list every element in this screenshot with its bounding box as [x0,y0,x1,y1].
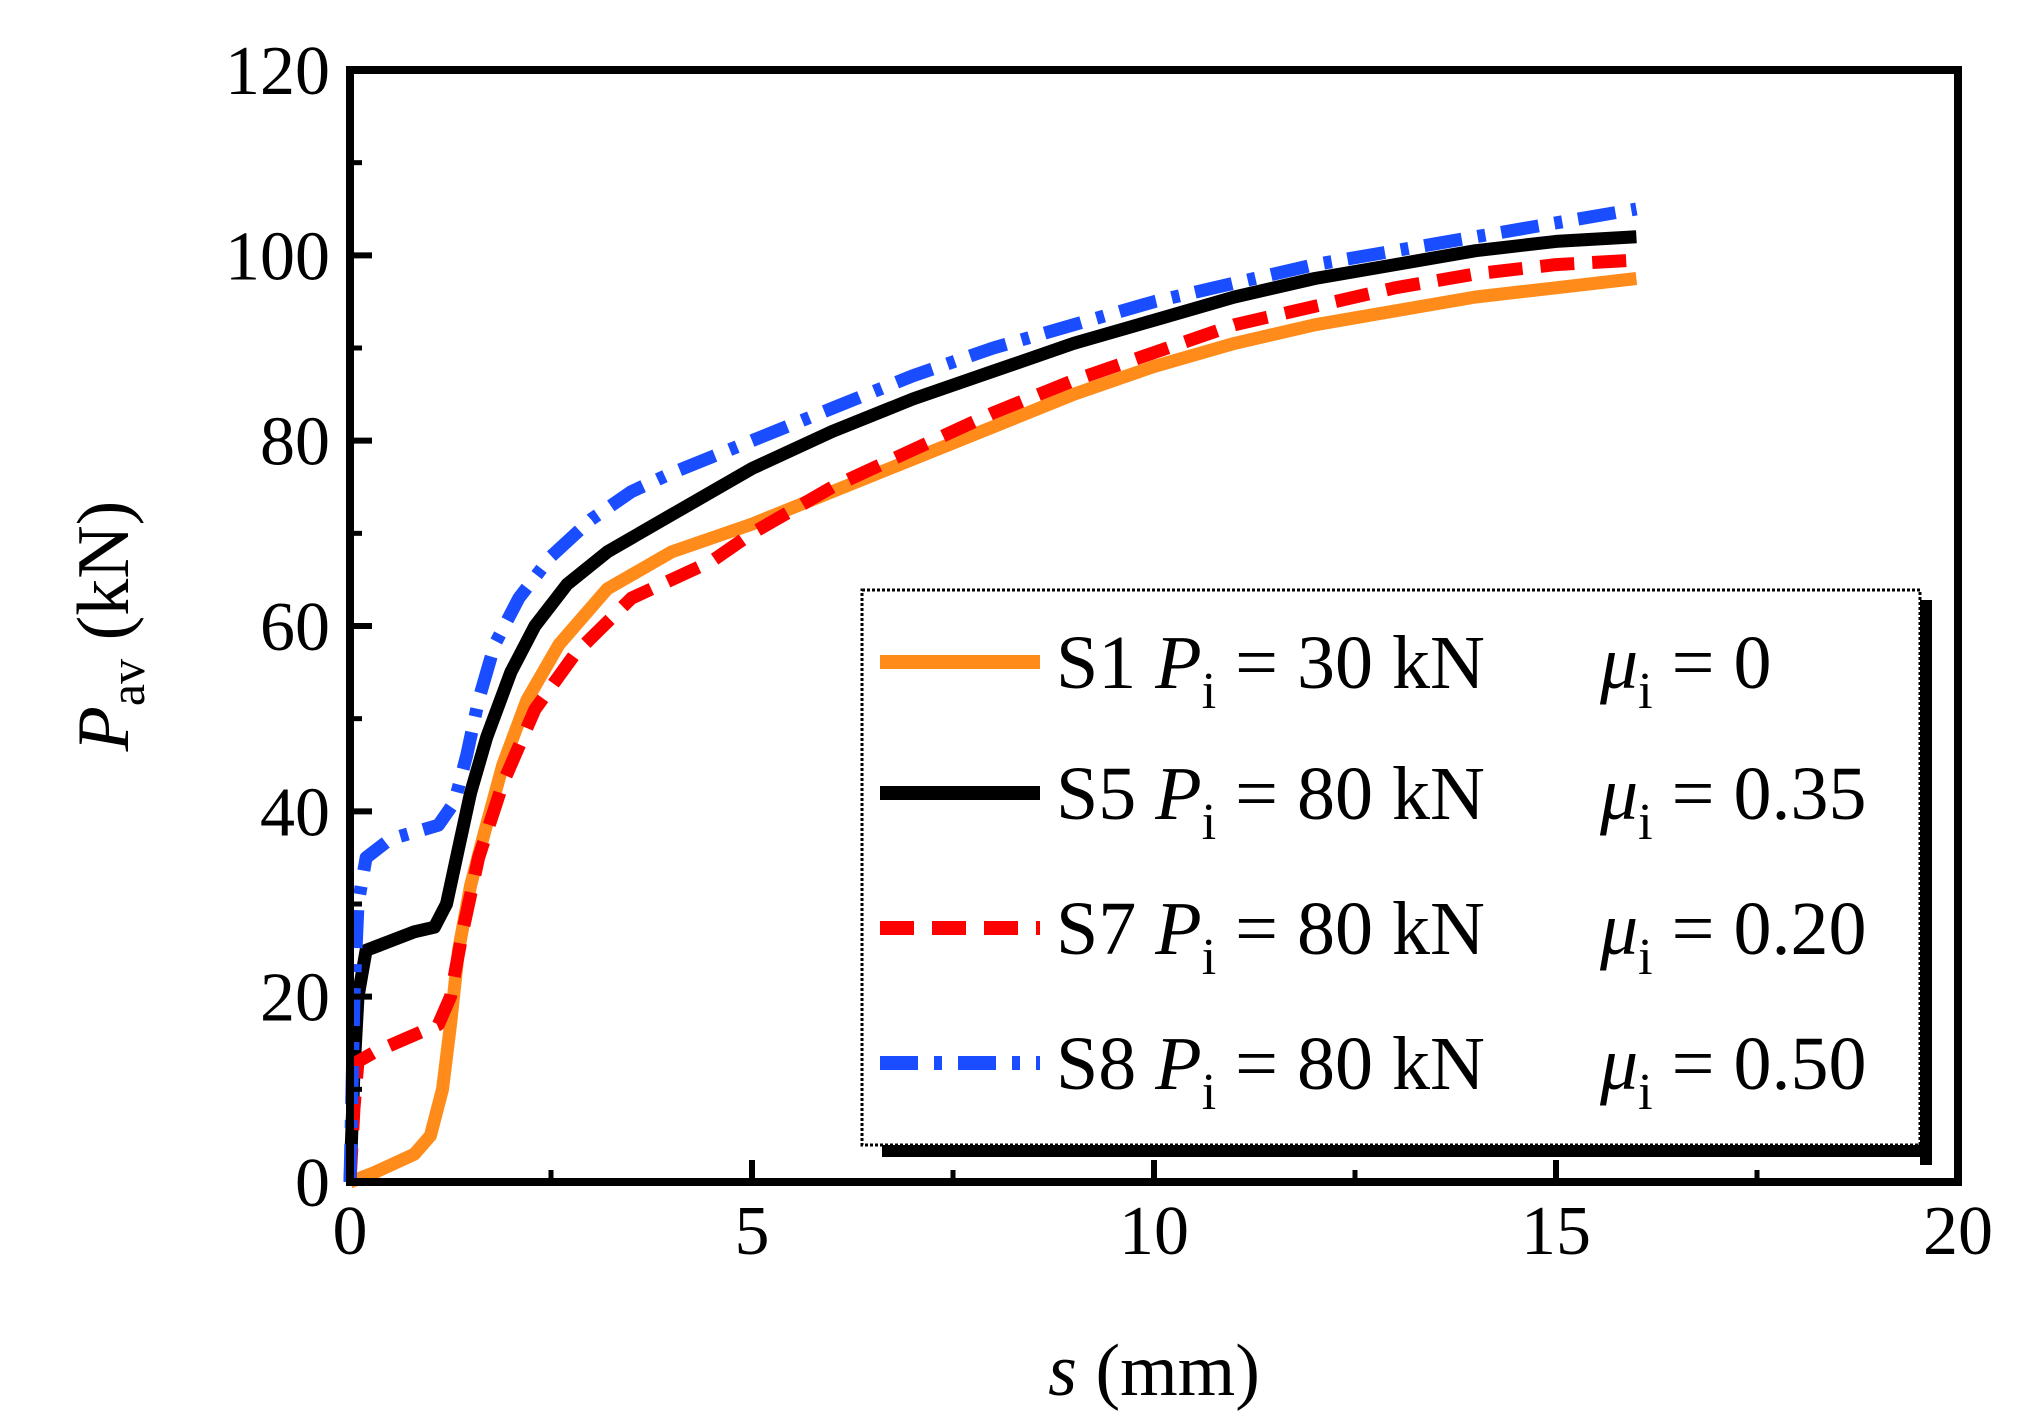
legend-shadow-bottom [882,1145,1932,1157]
series-line-s5 [343,230,1637,1183]
x-tick-label: 20 [1923,1193,1993,1270]
axes: 0 5 10 15 20 0 20 40 60 80 100 120 s (mm) Pav (kN) [63,33,1993,1412]
x-axis-label: s (mm) [1048,1330,1260,1412]
series-line-s8 [343,202,1638,1183]
x-tick-label: 10 [1119,1193,1189,1270]
y-tick-label: 40 [260,774,330,851]
plot-area [343,202,1638,1189]
y-tick-label: 80 [260,404,330,481]
legend-box [860,588,1922,1147]
y-tick-label: 0 [295,1145,330,1222]
y-tick-label: 120 [225,33,330,110]
legend-label-s7: S7 Pi = 80 kN [1056,887,1485,986]
legend: S1 Pi = 30 kN μi = 0 S5 Pi = 80 kN μi = 0.3… [860,588,1932,1165]
series-line-s7 [343,253,1637,1183]
legend-mu-s5: μi = 0.35 [1599,752,1866,851]
legend-mu-s8: μi = 0.50 [1599,1022,1866,1121]
legend-label-s5: S5 Pi = 80 kN [1056,752,1485,851]
legend-mu-s7: μi = 0.20 [1599,887,1866,986]
legend-label-s1: S1 Pi = 30 kN [1056,621,1485,720]
x-tick-label: 15 [1521,1193,1591,1270]
legend-mu-s1: μi = 0 [1599,621,1771,720]
x-tick-label: 0 [333,1193,368,1270]
x-tick-label: 5 [735,1193,770,1270]
y-axis-label: Pav (kN) [63,501,155,753]
series-line-s1 [347,272,1638,1189]
legend-label-s8: S8 Pi = 80 kN [1056,1022,1485,1121]
y-tick-label: 100 [225,218,330,295]
y-tick-label: 20 [260,960,330,1037]
legend-shadow-right [1920,600,1932,1165]
y-tick-label: 60 [260,589,330,666]
